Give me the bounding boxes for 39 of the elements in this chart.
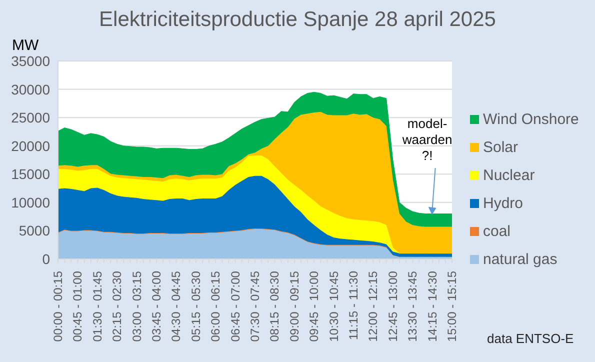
x-tick-label: 06:45 - 07:00 bbox=[228, 270, 242, 342]
x-tick-label: 09:00 - 09:15 bbox=[287, 270, 302, 342]
x-tick-label: 15:00 - 15:15 bbox=[445, 270, 459, 342]
x-tick-label: 11:15 - 11:30 bbox=[346, 270, 360, 340]
x-tick-label: 03:00 - 03:15 bbox=[130, 270, 144, 342]
legend-label: Wind Onshore bbox=[483, 110, 579, 128]
x-tick-label: 06:00 - 06:15 bbox=[208, 270, 223, 342]
x-tick-label: 10:30 - 10:45 bbox=[326, 270, 341, 342]
x-tick-label: 00:00 - 00:15 bbox=[51, 270, 65, 342]
y-tick-label: 35000 bbox=[11, 52, 50, 69]
x-tick-label: 14:15 - 14:30 bbox=[425, 270, 440, 342]
annotation: model- waarden ?! bbox=[401, 116, 454, 164]
x-tick-label: 08:15 - 08:30 bbox=[268, 270, 282, 342]
y-tick-label: 30000 bbox=[11, 81, 50, 98]
y-tick-label: 5000 bbox=[18, 222, 50, 239]
x-tick-label: 02:15 - 02:30 bbox=[110, 270, 124, 342]
y-tick-label: 15000 bbox=[11, 166, 50, 182]
x-tick-label: 09:45 - 10:00 bbox=[307, 270, 322, 342]
text: data ENTSO-E bbox=[487, 331, 574, 346]
x-tick-label: 03:45 - 04:00 bbox=[150, 270, 164, 342]
y-tick-label: 20000 bbox=[11, 138, 50, 154]
y-tick-label: 25000 bbox=[11, 110, 50, 126]
legend-label: coal bbox=[483, 222, 511, 240]
x-tick-label: 07:30 - 07:45 bbox=[248, 270, 262, 342]
x-tick-label: 04:30 - 04:45 bbox=[169, 270, 184, 342]
legend-label: Solar bbox=[483, 138, 518, 156]
y-tick-label: 10000 bbox=[11, 194, 50, 210]
y-axis-title: MW bbox=[12, 37, 39, 54]
legend-label: Nuclear bbox=[483, 166, 535, 184]
chart-title: Elektriciteitsproductie Spanje 28 april 2025 bbox=[98, 8, 497, 32]
x-tick-label: 13:30 - 13:45 bbox=[406, 270, 420, 342]
x-tick-label: 00:45 - 01:00 bbox=[70, 270, 85, 342]
x-tick-label: 12:00 - 12:15 bbox=[366, 270, 380, 342]
x-tick-label: 12:45 - 13:00 bbox=[386, 270, 400, 342]
legend-label: natural gas bbox=[483, 250, 558, 268]
x-tick-label: 05:15 - 05:30 bbox=[188, 270, 203, 342]
legend-label: Hydro bbox=[483, 194, 524, 212]
x-tick-label: 01:30 - 01:45 bbox=[90, 270, 104, 342]
y-tick-label: 0 bbox=[42, 250, 50, 267]
